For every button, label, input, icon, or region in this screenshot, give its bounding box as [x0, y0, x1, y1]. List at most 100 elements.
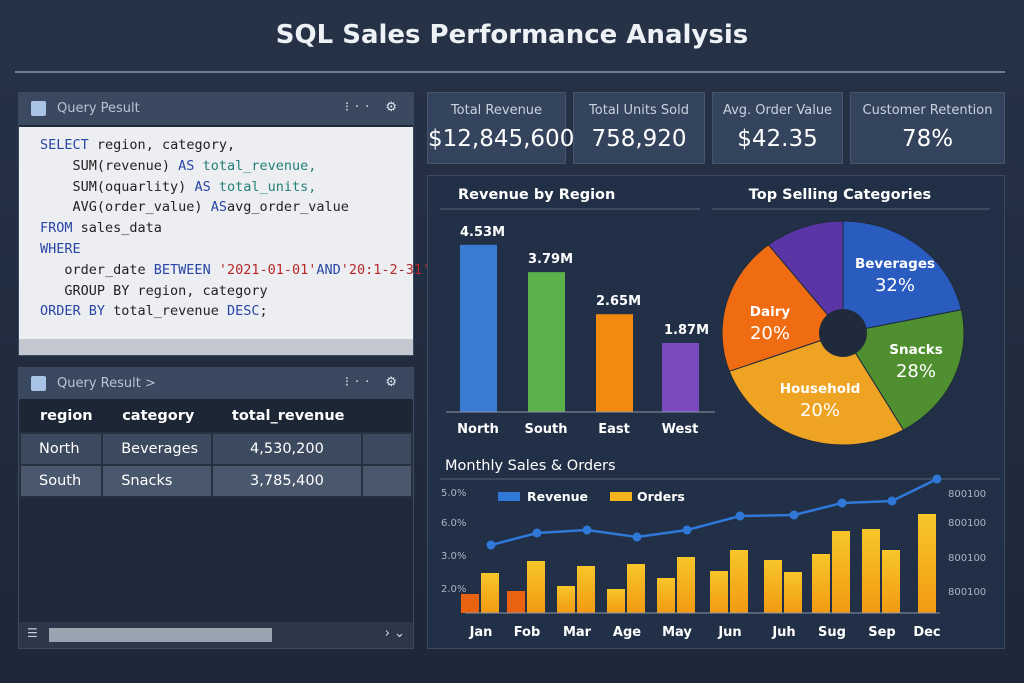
orders-bar	[557, 586, 575, 613]
kpi-label: Total Units Sold	[589, 103, 689, 118]
x-tick-label: East	[598, 422, 630, 437]
code-line: SUM(revenue) AS total_revenue,	[40, 156, 413, 177]
month-label: Mar	[563, 625, 592, 640]
code-token: order_date	[40, 261, 154, 278]
result-scrollbar[interactable]	[49, 628, 272, 642]
pie-slice-household	[728, 332, 905, 446]
orders-bar	[527, 561, 545, 613]
slice-percent-label: 20%	[750, 323, 790, 344]
result-tools-icons[interactable]: ⁝·· ⚙	[344, 375, 403, 390]
code-token: SUM(revenue)	[40, 157, 179, 174]
bar-value-label: 3.79M	[528, 252, 573, 267]
kpi-label: Avg. Order Value	[722, 103, 833, 118]
column-header[interactable]: category	[102, 399, 212, 433]
table-row: North Beverages 4,530,200	[18, 432, 413, 466]
code-token: SUM(oquarlity)	[40, 178, 195, 195]
month-label: Juh	[771, 625, 795, 640]
cell	[361, 464, 413, 498]
monthly-chart-title: Monthly Sales & Orders	[445, 458, 616, 474]
revenue-point	[932, 474, 942, 484]
code-line: SUM(oquarlity) AS total_units,	[40, 177, 413, 198]
orders-bar	[882, 550, 900, 613]
revenue-point	[682, 525, 692, 535]
orders-bar	[607, 589, 625, 613]
revenue-line	[490, 477, 938, 547]
column-header	[362, 399, 412, 433]
result-tab[interactable]: Query Result >	[57, 376, 156, 391]
pie-slice-snacks	[842, 309, 965, 431]
month-label: Jun	[717, 625, 741, 640]
cell: 3,785,400	[210, 464, 364, 498]
month-label: Age	[613, 625, 641, 640]
code-token: sales_data	[72, 220, 162, 237]
bar-value-label: 1.87M	[664, 323, 709, 338]
revenue-point	[735, 511, 745, 521]
code-token: AS	[178, 157, 195, 174]
editor-tab[interactable]: Query Pesult	[57, 101, 140, 116]
revenue-point	[532, 528, 542, 538]
result-header: Query Result > ⁝·· ⚙	[19, 368, 413, 400]
editor-header: Query Pesult ⁝·· ⚙	[19, 93, 413, 125]
x-tick-label: West	[662, 422, 699, 437]
code-line: GROUP BY region, category	[40, 281, 413, 302]
orders-bar	[657, 578, 675, 613]
code-line: SELECT region, category,	[40, 135, 413, 156]
code-token: GROUP BY region, category	[40, 282, 268, 299]
code-token: '20:1-2-31'	[340, 261, 431, 278]
left-y-tick: 3.0%	[441, 551, 466, 562]
code-line: ORDER BY total_revenue DESC;	[40, 301, 413, 322]
query-result-panel: Query Result > ⁝·· ⚙ region category tot…	[18, 367, 414, 649]
orders-bar	[577, 566, 595, 613]
column-header[interactable]: total_revenue	[211, 399, 362, 433]
kpi-label: Total Revenue	[450, 103, 543, 118]
navigate-icons[interactable]: › ⌄	[384, 626, 405, 641]
code-token: '2021-01-01'	[210, 261, 317, 278]
slice-percent-label: 20%	[800, 400, 840, 421]
revenue-point	[582, 525, 592, 535]
orders-bar	[481, 573, 499, 613]
editor-scrollbar[interactable]	[19, 339, 413, 355]
code-line: FROM sales_data	[40, 218, 413, 239]
right-y-tick: 800100	[948, 489, 986, 500]
code-token: total_units,	[210, 178, 317, 195]
column-header[interactable]: region	[20, 399, 103, 433]
slice-name-label: Household	[780, 381, 861, 397]
code-token: AS	[194, 178, 211, 195]
code-token: avg_order_value	[226, 199, 349, 216]
orders-bar	[730, 550, 748, 613]
kpi-value: 78%	[901, 126, 954, 152]
pie-slice-unlabeled	[767, 220, 844, 335]
orders-bar	[812, 554, 830, 613]
month-label: May	[662, 625, 692, 640]
code-token: region, category,	[96, 137, 236, 153]
kpi-card: Customer Retention 78%	[850, 92, 1005, 164]
query-icon	[31, 101, 46, 116]
revenue-point	[632, 532, 642, 542]
revenue-point	[837, 498, 847, 508]
code-line: WHERE	[40, 239, 413, 260]
code-token: AS	[210, 199, 227, 216]
legend-swatch-orders	[610, 492, 632, 501]
code-line: order_date BETWEEN '2021-01-01'AND'20:1-…	[40, 260, 430, 281]
month-label: Jan	[469, 625, 493, 640]
editor-tools-icons[interactable]: ⁝·· ⚙	[344, 100, 403, 115]
kpi-card: Avg. Order Value $42.35	[712, 92, 843, 164]
sql-code-editor[interactable]: SELECT region, category, SUM(revenue) AS…	[19, 127, 430, 341]
kpi-value: 758,920	[591, 126, 687, 152]
legend-swatch-revenue	[498, 492, 520, 501]
code-token: ORDER BY	[40, 303, 106, 320]
cell: North	[18, 432, 104, 466]
cell: South	[18, 464, 104, 498]
code-token: SELECT	[40, 137, 89, 153]
bar-value-label: 4.53M	[460, 225, 505, 240]
code-token: AVG(order_value)	[40, 199, 211, 216]
query-icon	[31, 376, 46, 391]
slice-name-label: Dairy	[750, 304, 791, 320]
code-token: total_revenue,	[194, 157, 317, 174]
kpi-card: Total Units Sold 758,920	[573, 92, 705, 164]
right-y-tick: 800100	[948, 553, 986, 564]
code-token: WHERE	[40, 240, 81, 257]
month-label: Dec	[913, 625, 940, 640]
code-token: DESC	[226, 303, 260, 320]
